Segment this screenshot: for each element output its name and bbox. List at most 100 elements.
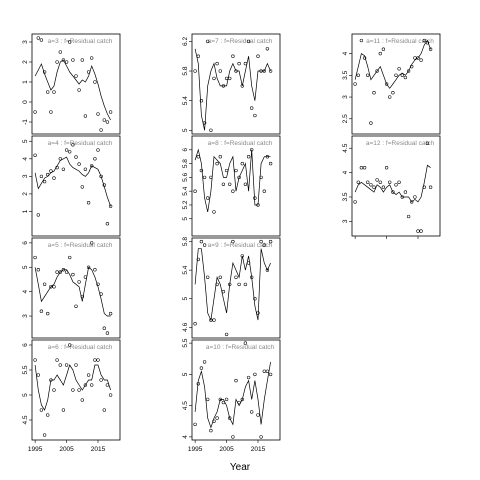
- data-point: [353, 82, 357, 86]
- data-point: [400, 73, 404, 77]
- y-tick-label: 1: [22, 80, 29, 84]
- panel-frame: [191, 339, 281, 441]
- data-point: [231, 435, 235, 439]
- data-point: [209, 128, 213, 132]
- data-point: [259, 435, 263, 439]
- data-point: [221, 182, 226, 186]
- panel-frame: [31, 237, 121, 339]
- data-point: [428, 185, 433, 189]
- data-point: [64, 148, 69, 152]
- data-point: [369, 121, 373, 125]
- data-point: [215, 61, 219, 66]
- data-point: [52, 176, 56, 180]
- data-point: [406, 69, 411, 73]
- data-point: [262, 369, 266, 373]
- data-point: [33, 255, 37, 260]
- data-point: [209, 428, 213, 433]
- data-point: [193, 189, 197, 193]
- data-point: [243, 341, 248, 345]
- data-point: [237, 282, 241, 287]
- data-point: [246, 39, 251, 44]
- data-point: [90, 383, 94, 387]
- data-point: [397, 180, 401, 184]
- data-point: [262, 189, 266, 193]
- y-tick-label: 5: [182, 217, 189, 221]
- y-tick-label: 5.8: [182, 237, 189, 246]
- data-point: [36, 268, 40, 272]
- data-point: [218, 69, 222, 73]
- data-point: [422, 38, 426, 43]
- panel-frame: [351, 33, 441, 135]
- data-point: [406, 214, 411, 219]
- x-axis-label: Year: [230, 462, 251, 473]
- data-point: [36, 213, 40, 217]
- data-point: [253, 372, 257, 377]
- data-point: [362, 166, 367, 170]
- data-point: [83, 167, 88, 171]
- data-point: [212, 76, 216, 81]
- data-point: [93, 80, 97, 84]
- data-point: [388, 95, 392, 99]
- data-point: [413, 195, 417, 199]
- data-point: [240, 161, 244, 166]
- data-point: [55, 358, 59, 362]
- data-point: [68, 150, 72, 154]
- data-point: [394, 73, 398, 77]
- data-point: [90, 56, 94, 60]
- data-point: [39, 408, 44, 412]
- data-point: [265, 268, 270, 272]
- fitted-line: [194, 48, 271, 131]
- data-point: [403, 190, 408, 194]
- fitted-line: [354, 39, 431, 89]
- data-point: [80, 58, 84, 62]
- data-point: [74, 304, 78, 308]
- panel-frame: [31, 339, 121, 441]
- data-point: [52, 285, 56, 289]
- data-point: [202, 243, 207, 247]
- data-point: [74, 155, 78, 159]
- data-point: [68, 255, 72, 260]
- data-point: [372, 91, 376, 95]
- x-tick-label: 1995: [188, 446, 203, 453]
- data-point: [58, 270, 62, 274]
- y-tick-label: 3: [22, 174, 29, 178]
- y-tick-label: 5: [182, 372, 189, 376]
- data-point: [212, 210, 216, 214]
- data-point: [381, 185, 386, 189]
- panel-title: a=4 : f=Residual catch: [48, 140, 113, 147]
- data-point: [234, 275, 238, 279]
- data-point: [375, 69, 379, 73]
- data-point: [49, 110, 53, 114]
- data-point: [90, 241, 94, 245]
- data-point: [46, 90, 50, 94]
- data-point: [64, 60, 69, 64]
- y-tick-label: 6: [22, 241, 29, 245]
- y-tick-label: 3: [22, 314, 29, 318]
- data-point: [250, 410, 254, 414]
- data-point: [83, 383, 88, 387]
- data-point: [224, 332, 229, 337]
- y-tick-label: 2.5: [342, 114, 349, 123]
- data-point: [206, 397, 210, 402]
- data-point: [410, 200, 414, 204]
- data-point: [52, 90, 56, 94]
- data-point: [234, 378, 238, 383]
- data-point: [366, 73, 370, 77]
- data-point: [196, 257, 200, 262]
- data-point: [93, 157, 97, 161]
- data-point: [193, 322, 197, 326]
- data-point: [102, 408, 106, 412]
- data-point: [77, 280, 81, 284]
- data-point: [77, 162, 81, 166]
- data-point: [96, 148, 100, 152]
- data-point: [108, 311, 113, 316]
- panel-1: a=3 : f=Residual catch -1 0 1 2 3: [22, 33, 121, 135]
- data-point: [102, 326, 106, 330]
- panel-6: a=8 : f=Residual catch 5 5.2 5.4 5.6 5.8 6: [182, 135, 281, 237]
- data-point: [86, 201, 91, 205]
- y-tick-label: 5.8: [182, 66, 189, 75]
- data-point: [425, 141, 430, 145]
- data-point: [108, 393, 113, 397]
- y-tick-label: 0: [22, 100, 29, 104]
